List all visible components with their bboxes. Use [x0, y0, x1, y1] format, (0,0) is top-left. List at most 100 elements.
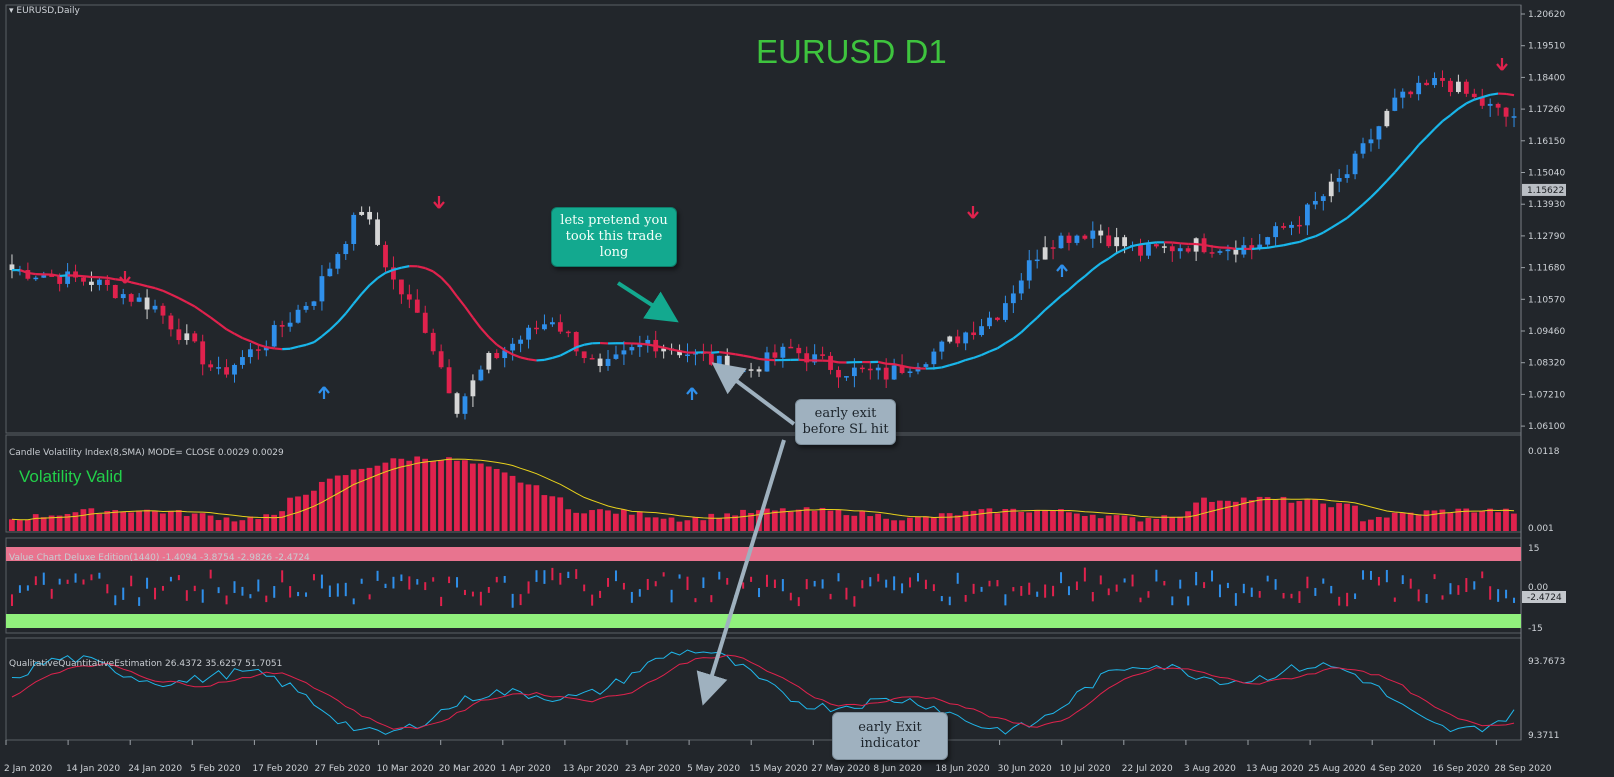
- candle-body: [1400, 91, 1406, 98]
- volatility-bar: [644, 517, 651, 531]
- chart-window-title[interactable]: ▾ EURUSD,Daily: [9, 6, 80, 16]
- volatility-bar: [271, 514, 278, 531]
- volatility-bar: [215, 520, 222, 531]
- volatility-bar: [589, 510, 595, 531]
- moving-average-segment: [274, 347, 283, 351]
- moving-average-segment: [266, 346, 275, 350]
- volatility-bar: [779, 508, 786, 531]
- candle-body: [1495, 103, 1501, 108]
- sell-arrow-icon: [1496, 58, 1508, 71]
- moving-average-segment: [1433, 120, 1444, 130]
- moving-average-segment: [544, 356, 553, 361]
- candle-body: [526, 327, 531, 340]
- volatility-bar: [104, 510, 111, 531]
- price-label: 1.07210: [1528, 390, 1565, 400]
- moving-average-segment: [194, 305, 204, 313]
- candle-body: [1376, 126, 1382, 140]
- candle-body: [1511, 116, 1517, 118]
- volatility-bar: [1224, 500, 1231, 531]
- candle-body: [716, 355, 722, 365]
- volatility-bar: [1034, 509, 1040, 531]
- volatility-bar: [954, 515, 961, 531]
- price-label: 1.15040: [1528, 169, 1565, 179]
- date-label: 8 Jun 2020: [873, 764, 922, 774]
- volatility-bar: [573, 512, 580, 531]
- volatility-bar: [1455, 508, 1462, 531]
- moving-average-segment: [289, 345, 299, 350]
- volatility-bar: [549, 496, 556, 531]
- volatility-bar: [1352, 505, 1358, 531]
- moving-average-segment: [170, 293, 180, 300]
- volatility-bars: [9, 456, 1517, 531]
- candle-body: [605, 358, 611, 366]
- volatility-bar: [1304, 499, 1311, 531]
- moving-average-segment: [1092, 262, 1102, 271]
- volatility-bar: [565, 509, 572, 531]
- candle-body: [1432, 78, 1437, 86]
- candle-body: [637, 343, 643, 348]
- moving-average-segment: [488, 336, 498, 346]
- volatility-bar: [374, 465, 381, 531]
- candle-body: [1066, 235, 1072, 243]
- qqe-axis-top: 93.7673: [1528, 657, 1565, 667]
- volatility-bar: [88, 508, 95, 531]
- moving-average-segment: [456, 295, 466, 308]
- candle-body: [1424, 82, 1430, 86]
- moving-average-segment: [758, 357, 768, 361]
- volatility-bar: [684, 520, 691, 531]
- moving-average-segment: [647, 343, 656, 348]
- volatility-bar: [247, 516, 254, 531]
- volatility-bar: [795, 509, 802, 531]
- volatility-bar: [366, 467, 373, 531]
- moving-average-segment: [178, 297, 188, 304]
- volatility-bar: [1121, 515, 1128, 531]
- candle-body: [1026, 260, 1032, 281]
- volatility-bar: [1399, 512, 1406, 531]
- candle-body: [1297, 224, 1302, 227]
- moving-average-segment: [1370, 188, 1380, 198]
- date-label: 17 Feb 2020: [252, 764, 308, 774]
- volatility-bar: [167, 511, 174, 531]
- date-label: 10 Mar 2020: [377, 764, 434, 774]
- volatility-bar: [1463, 508, 1470, 531]
- date-label: 5 May 2020: [687, 764, 740, 774]
- candle-body: [510, 343, 516, 351]
- price-label: 1.08320: [1528, 359, 1565, 369]
- candle-body: [1384, 110, 1390, 127]
- moving-average-segment: [1441, 114, 1452, 123]
- moving-average-segment: [1417, 136, 1428, 146]
- sell-arrow-icon: [433, 196, 445, 209]
- volatility-bar: [1407, 512, 1414, 531]
- candle-body: [549, 322, 555, 325]
- volatility-bar: [915, 516, 921, 531]
- candle-body: [279, 325, 285, 327]
- volatility-bar: [191, 513, 198, 531]
- candle-body: [1304, 204, 1310, 226]
- date-label: 18 Jun 2020: [936, 764, 990, 774]
- value-chart-axis-top: 15: [1528, 544, 1539, 554]
- moving-average-segment: [99, 276, 108, 279]
- moving-average-segment: [297, 343, 307, 348]
- moving-average-segment: [186, 301, 196, 308]
- volatility-bar: [1447, 513, 1454, 531]
- moving-average-segment: [162, 289, 172, 296]
- candle-body: [1098, 230, 1104, 236]
- candle-body: [73, 271, 78, 278]
- volatility-bar: [430, 460, 436, 531]
- moving-average-segment: [567, 346, 577, 353]
- volatility-bar: [175, 510, 182, 531]
- moving-average-segment: [1020, 324, 1030, 334]
- candle-body: [41, 275, 47, 278]
- moving-average-segment: [51, 273, 60, 278]
- candle-body: [478, 369, 484, 381]
- candle-body: [1153, 244, 1159, 247]
- volatility-bar: [1256, 496, 1263, 531]
- current-price-label: 1.15622: [1527, 186, 1564, 196]
- moving-average-segment: [727, 352, 736, 356]
- early-exit-arrow-to-price: [711, 362, 796, 426]
- moving-average-segment: [1401, 153, 1412, 164]
- volatility-bar: [255, 519, 262, 531]
- candle-body: [1479, 97, 1485, 106]
- volatility-bar: [96, 513, 103, 531]
